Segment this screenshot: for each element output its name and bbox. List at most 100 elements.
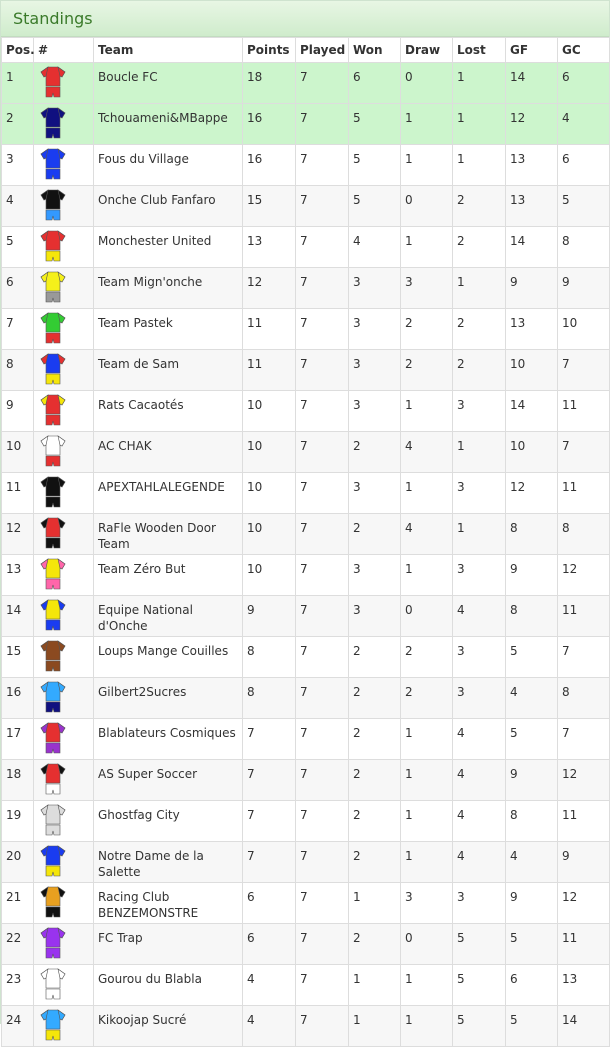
stat-cell: 17 <box>1 718 34 760</box>
stat-cell: 7 <box>557 349 610 391</box>
stat-cell: 4 <box>452 800 506 842</box>
column-header: Lost <box>452 37 506 63</box>
stat-cell: 11 <box>557 923 610 965</box>
team-name: Team de Sam <box>93 349 243 391</box>
panel-title: Standings <box>1 1 609 37</box>
stat-cell: 2 <box>348 431 401 473</box>
stat-cell: 2 <box>452 308 506 350</box>
team-name: Gourou du Blabla <box>93 964 243 1006</box>
stat-cell: 9 <box>242 595 296 637</box>
stat-cell: 2 <box>400 636 453 678</box>
stat-cell: 2 <box>348 841 401 883</box>
team-name: FC Trap <box>93 923 243 965</box>
kit-cell <box>33 431 94 473</box>
stat-cell: 1 <box>400 472 453 514</box>
team-name: Monchester United <box>93 226 243 268</box>
stat-cell: 7 <box>295 718 349 760</box>
team-name: Fous du Village <box>93 144 243 186</box>
stat-cell: 10 <box>557 308 610 350</box>
stat-cell: 2 <box>400 677 453 719</box>
stat-cell: 24 <box>1 1005 34 1047</box>
stat-cell: 12 <box>557 882 610 924</box>
team-name: APEXTAHLALEGENDE <box>93 472 243 514</box>
team-name: Team Pastek <box>93 308 243 350</box>
stat-cell: 7 <box>295 513 349 555</box>
team-name: Onche Club Fanfaro <box>93 185 243 227</box>
kit-cell <box>33 349 94 391</box>
stat-cell: 9 <box>505 554 558 596</box>
team-row: 12 RaFle Wooden Door Team 10 7 2 4 1 8 8 <box>1 513 610 555</box>
stat-cell: 4 <box>452 718 506 760</box>
kit-cell <box>33 185 94 227</box>
stat-cell: 16 <box>242 103 296 145</box>
stat-cell: 3 <box>452 677 506 719</box>
stat-cell: 13 <box>242 226 296 268</box>
stat-cell: 12 <box>505 103 558 145</box>
stat-cell: 1 <box>400 103 453 145</box>
team-kit <box>40 804 66 836</box>
stat-cell: 1 <box>400 1005 453 1047</box>
kit-cell <box>33 841 94 883</box>
stat-cell: 1 <box>452 431 506 473</box>
stat-cell: 5 <box>557 185 610 227</box>
stat-cell: 5 <box>1 226 34 268</box>
stat-cell: 2 <box>348 759 401 801</box>
team-name: AC CHAK <box>93 431 243 473</box>
stat-cell: 1 <box>400 718 453 760</box>
team-row: 1 Boucle FC 18 7 6 0 1 14 6 <box>1 62 610 104</box>
stat-cell: 7 <box>557 636 610 678</box>
team-row: 21 Racing Club BENZEMONSTRE 6 7 1 3 3 9 12 <box>1 882 610 924</box>
team-row: 17 Blablateurs Cosmiques 7 7 2 1 4 5 7 <box>1 718 610 760</box>
stat-cell: 3 <box>400 267 453 309</box>
stat-cell: 11 <box>557 472 610 514</box>
stat-cell: 5 <box>452 964 506 1006</box>
stat-cell: 2 <box>452 185 506 227</box>
stat-cell: 2 <box>348 677 401 719</box>
team-name: Rats Cacaotés <box>93 390 243 432</box>
stat-cell: 3 <box>452 390 506 432</box>
stat-cell: 10 <box>1 431 34 473</box>
stat-cell: 7 <box>295 882 349 924</box>
stat-cell: 7 <box>242 718 296 760</box>
stat-cell: 5 <box>452 1005 506 1047</box>
team-row: 7 Team Pastek 11 7 3 2 2 13 10 <box>1 308 610 350</box>
team-kit <box>40 599 66 631</box>
stat-cell: 7 <box>295 636 349 678</box>
stat-cell: 1 <box>452 62 506 104</box>
team-kit <box>40 435 66 467</box>
team-name: AS Super Soccer <box>93 759 243 801</box>
stat-cell: 3 <box>348 554 401 596</box>
team-name: Tchouameni&MBappe <box>93 103 243 145</box>
standings-table: Pos. # Team Points Played Won Draw Lost GF GC 1 B… <box>1 37 610 1047</box>
stat-cell: 7 <box>295 431 349 473</box>
stat-cell: 13 <box>505 308 558 350</box>
kit-cell <box>33 677 94 719</box>
stat-cell: 9 <box>505 882 558 924</box>
stat-cell: 2 <box>452 226 506 268</box>
kit-cell <box>33 144 94 186</box>
team-kit <box>40 681 66 713</box>
stat-cell: 5 <box>505 923 558 965</box>
stat-cell: 1 <box>400 226 453 268</box>
stat-cell: 5 <box>348 103 401 145</box>
team-kit <box>40 886 66 918</box>
team-row: 19 Ghostfag City 7 7 2 1 4 8 11 <box>1 800 610 842</box>
stat-cell: 6 <box>557 62 610 104</box>
team-name: Equipe National d'Onche <box>93 595 243 637</box>
team-row: 23 Gourou du Blabla 4 7 1 1 5 6 13 <box>1 964 610 1006</box>
stat-cell: 6 <box>557 144 610 186</box>
kit-cell <box>33 636 94 678</box>
team-name: Ghostfag City <box>93 800 243 842</box>
stat-cell: 3 <box>452 554 506 596</box>
stat-cell: 7 <box>295 800 349 842</box>
stat-cell: 11 <box>557 390 610 432</box>
stat-cell: 10 <box>242 554 296 596</box>
stat-cell: 0 <box>400 62 453 104</box>
stat-cell: 12 <box>242 267 296 309</box>
stat-cell: 7 <box>295 144 349 186</box>
stat-cell: 7 <box>295 677 349 719</box>
stat-cell: 3 <box>348 472 401 514</box>
stat-cell: 19 <box>1 800 34 842</box>
stat-cell: 6 <box>505 964 558 1006</box>
